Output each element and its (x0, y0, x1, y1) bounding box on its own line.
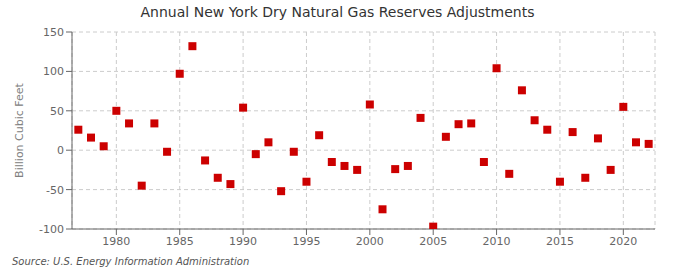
svg-text:Billion Cubic Feet: Billion Cubic Feet (13, 82, 26, 177)
svg-text:100: 100 (43, 65, 64, 78)
svg-text:1995: 1995 (292, 235, 320, 248)
svg-text:2000: 2000 (356, 235, 384, 248)
svg-text:1980: 1980 (102, 235, 130, 248)
svg-text:-100: -100 (39, 223, 64, 236)
svg-text:-50: -50 (46, 184, 64, 197)
svg-text:2020: 2020 (609, 235, 637, 248)
svg-text:2005: 2005 (419, 235, 447, 248)
svg-text:0: 0 (57, 144, 64, 157)
svg-text:2010: 2010 (483, 235, 511, 248)
svg-text:1985: 1985 (166, 235, 194, 248)
html-text:Source: U.S. Energy Informatio: Source: U.S. Energy Information Administ… (12, 256, 250, 267)
svg-text:150: 150 (43, 26, 64, 39)
svg-text:50: 50 (50, 105, 64, 118)
svg-text:1990: 1990 (229, 235, 257, 248)
html-text:Annual New York Dry Natural Ga: Annual New York Dry Natural Gas Reserves… (140, 4, 535, 20)
svg-text:2015: 2015 (546, 235, 574, 248)
